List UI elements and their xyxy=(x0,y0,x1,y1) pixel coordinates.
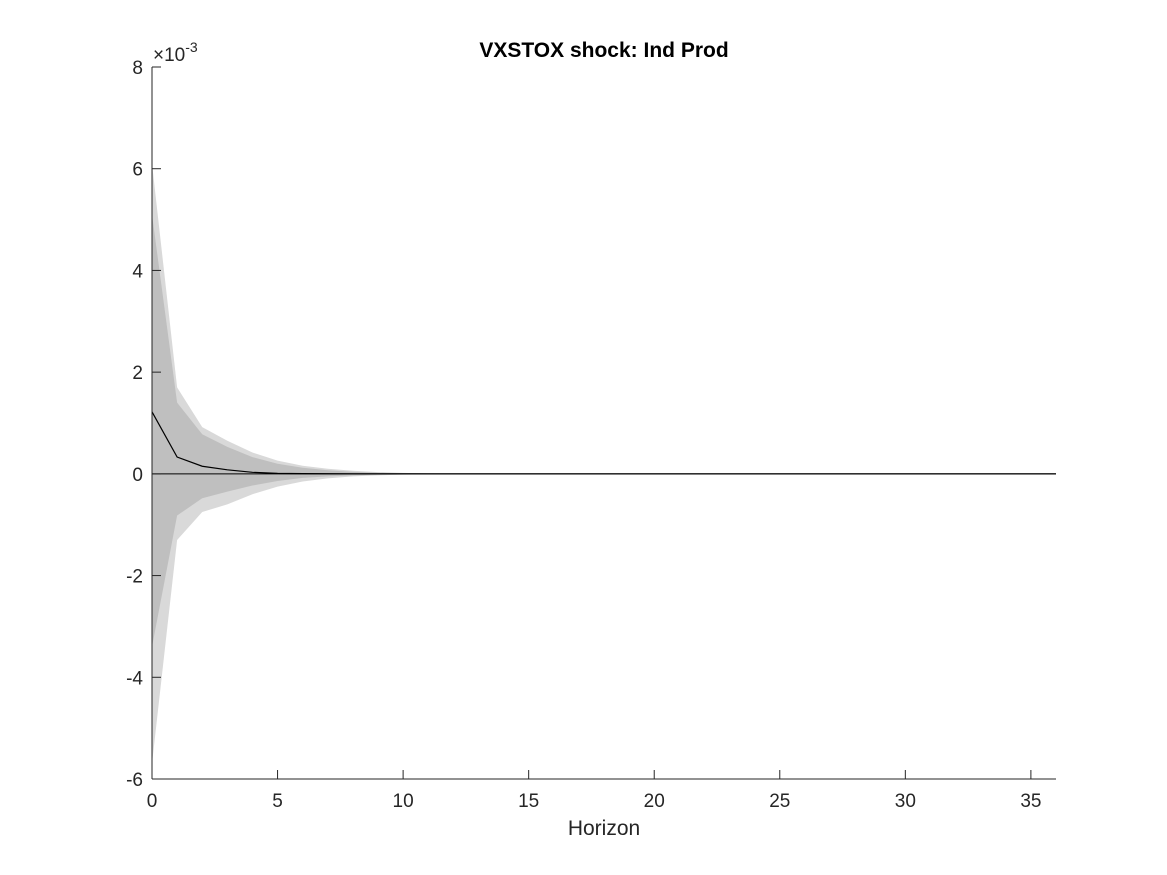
x-tick-label: 35 xyxy=(1020,791,1041,812)
x-tick-label: 0 xyxy=(147,791,158,812)
x-tick-label: 20 xyxy=(644,791,665,812)
y-tick-label: 4 xyxy=(132,261,143,282)
x-tick-label: 15 xyxy=(518,791,539,812)
y-axis-exponent-base: ×10 xyxy=(153,45,185,66)
series-layer xyxy=(151,411,1056,475)
x-tick-label: 25 xyxy=(769,791,790,812)
tick-labels: 0 5 10 15 20 25 30 35 -6 -4 -2 0 2 4 6 8 xyxy=(126,58,1041,812)
x-tick-label: 30 xyxy=(895,791,916,812)
x-tick-label: 10 xyxy=(393,791,414,812)
y-axis-exponent: ×10-3 xyxy=(153,39,198,66)
axes xyxy=(151,66,1056,780)
series-line-0 xyxy=(151,411,1056,475)
y-tick-label: -4 xyxy=(126,668,143,689)
y-axis-exponent-power: -3 xyxy=(185,39,198,55)
x-axis-label: Horizon xyxy=(568,817,640,840)
x-tick-label: 5 xyxy=(272,791,283,812)
y-tick-label: -6 xyxy=(126,770,143,791)
y-tick-label: -2 xyxy=(126,567,143,588)
y-tick-label: 2 xyxy=(132,363,143,384)
y-tick-label: 0 xyxy=(132,465,143,486)
chart-title: VXSTOX shock: Ind Prod xyxy=(479,39,728,62)
y-tick-label: 8 xyxy=(132,58,143,79)
y-tick-label: 6 xyxy=(132,160,143,181)
